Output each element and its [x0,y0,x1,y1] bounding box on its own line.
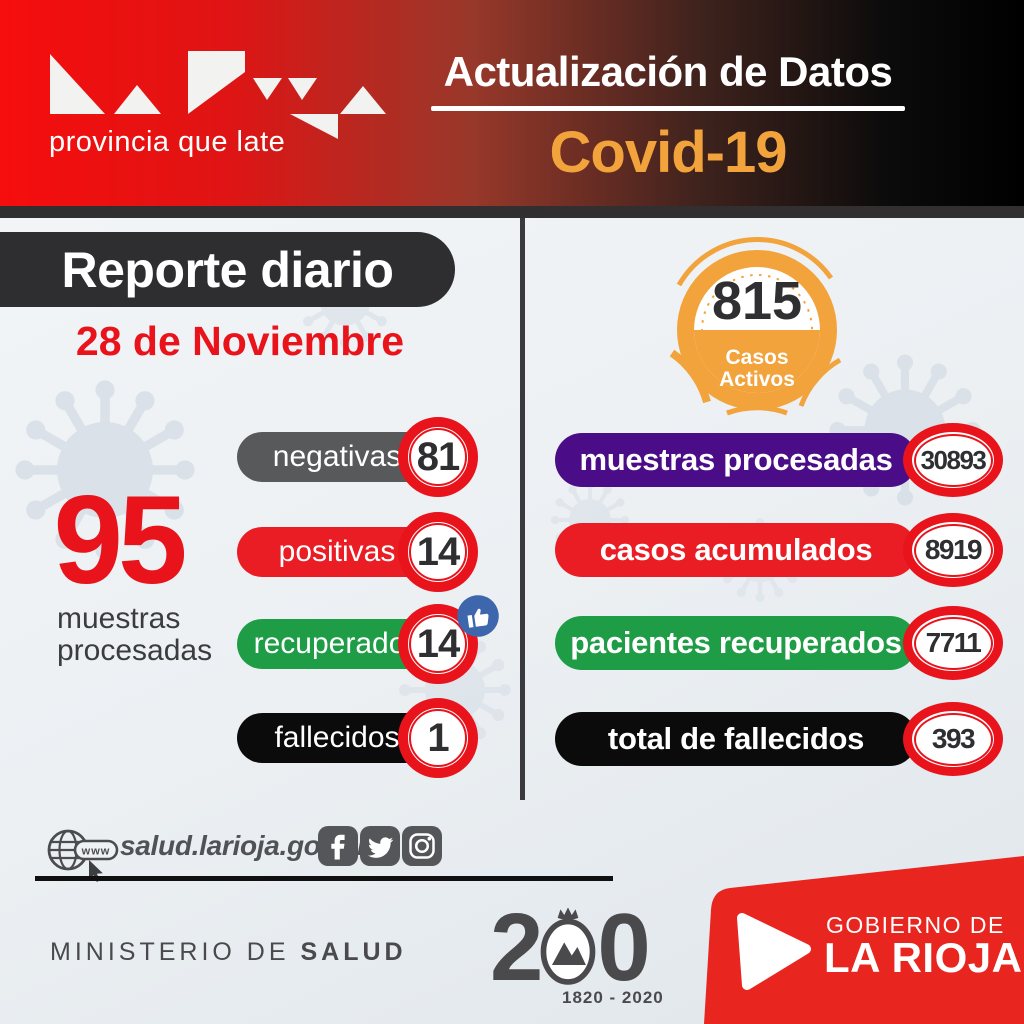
vertical-divider [520,218,525,800]
government-label-line1: GOBIERNO DE [826,912,1005,938]
government-ribbon [704,856,1024,1024]
bicentennial-logo: 2 0 1820 - 2020 [490,900,680,1012]
footer-divider [35,876,613,881]
total-badge-fallecidos: 393 [903,702,1003,776]
total-badge-recuperados: 7711 [903,606,1003,680]
report-date: 28 de Noviembre [75,318,405,364]
report-title-pill: Reporte diario [0,232,455,307]
thumbs-up-icon [457,595,499,637]
covid-subtitle: Covid-19 [549,120,788,185]
stat-label-negativas: negativas [272,440,402,473]
stat-badge-recuperados: 14 [398,604,478,684]
facebook-icon[interactable] [318,826,358,866]
bicentennial-digit-0: 0 [597,894,650,1001]
title-divider [431,106,905,111]
bicentennial-digit-2: 2 [490,894,543,1001]
active-cases-circle: 815 Casos Activos [669,237,842,416]
stat-badge-negativas: 81 [398,417,478,497]
total-pill-muestras: muestras procesadas [555,433,917,487]
page-title: Actualización de Datos [443,48,893,95]
total-pill-recuperados: pacientes recuperados [555,616,917,670]
total-badge-casos: 8919 [903,513,1003,587]
total-label-muestras: muestras procesadas [579,442,893,477]
active-cases-label-1: Casos [725,346,788,369]
stat-badge-positivas: 14 [398,512,478,592]
stat-label-positivas: positivas [278,535,396,568]
header-banner: provincia que late Actualización de Dato… [0,0,1024,206]
stat-label-fallecidos: fallecidos [274,721,400,754]
logo-tagline: provincia que late [49,126,286,158]
active-cases-label-2: Activos [719,368,795,391]
government-label-line2: LA RIOJA [824,934,1023,981]
globe-www-icon[interactable]: www [44,822,124,884]
total-label-fallecidos: total de fallecidos [607,721,865,756]
ribbon-triangle-icon [737,913,811,990]
header-bottom-strip [0,206,1024,218]
active-cases-value: 815 [712,271,802,331]
bicentennial-crest-icon [541,907,596,985]
ministry-label: MINISTERIO DE SALUD [50,938,407,966]
total-label-casos: casos acumulados [599,532,873,567]
stat-label-recuperados: recuperados [253,627,421,660]
total-pill-casos: casos acumulados [555,523,917,577]
total-label-recuperados: pacientes recuperados [570,625,902,660]
total-badge-muestras: 30893 [903,423,1003,497]
twitter-icon[interactable] [360,826,400,866]
daily-samples-label: muestras procesadas [57,602,213,668]
total-pill-fallecidos: total de fallecidos [555,712,917,766]
www-label: www [81,846,111,858]
stat-badge-fallecidos: 1 [398,698,478,778]
la-rioja-logo-icon [50,51,386,139]
daily-samples-value: 95 [53,471,187,610]
bicentennial-years: 1820 - 2020 [562,988,664,1007]
instagram-icon[interactable] [402,826,442,866]
report-title: Reporte diario [61,241,394,298]
